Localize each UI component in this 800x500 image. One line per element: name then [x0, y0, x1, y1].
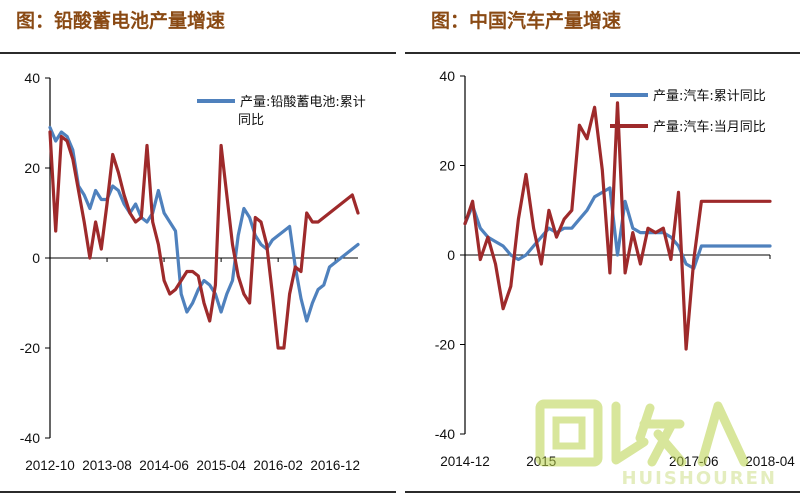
left-y-tick-label: 40	[24, 70, 40, 86]
left-x-tick-label: 2013-08	[82, 458, 132, 473]
left-line-chart: 40 20 0 -20 -40 2012-10 2013-08 2014-06 2015-04 2…	[20, 70, 366, 473]
left-series-line-1	[48, 125, 360, 323]
left-chart-title: 图：铅酸蓄电池产量增速	[16, 10, 226, 32]
left-y-tick-label: -40	[20, 430, 40, 446]
left-chart-panel: 图：铅酸蓄电池产量增速 40 20 0 -20 -40 2012-10 2013-08 201…	[0, 10, 396, 493]
right-top-rule	[405, 52, 800, 54]
left-x-tick-label: 2016-02	[253, 458, 303, 473]
right-y-tick-label: 40	[439, 68, 455, 84]
right-legend-label-2: 产量:汽车:当月同比	[653, 119, 766, 135]
left-legend-label-1: 同比	[238, 113, 264, 128]
left-legend-label-1: 产量:铅酸蓄电池:累计	[240, 95, 366, 110]
left-series-line-2	[48, 130, 360, 350]
left-top-rule	[0, 52, 396, 54]
right-x-tick-label: 2018-04	[745, 454, 795, 469]
left-x-tick-label: 2014-06	[139, 458, 189, 473]
right-series-line-2	[463, 101, 772, 351]
left-y-tick-label: -20	[20, 340, 40, 356]
left-x-tick-label: 2016-12	[310, 458, 360, 473]
right-y-tick-label: -40	[435, 426, 455, 442]
watermark-logo: HUISHOUREN	[532, 398, 782, 496]
left-x-tick-label: 2012-10	[25, 458, 75, 473]
right-y-tick-label: 0	[447, 247, 455, 263]
watermark-text: HUISHOUREN	[621, 468, 777, 489]
right-legend-label-1: 产量:汽车:累计同比	[653, 88, 766, 104]
left-y-tick-label: 0	[32, 250, 40, 266]
right-x-tick-label: 2014-12	[440, 454, 490, 469]
left-y-tick-label: 20	[24, 160, 40, 176]
right-bottom-rule	[405, 491, 800, 493]
left-x-tick-label: 2015-04	[196, 458, 246, 473]
right-y-tick-label: -20	[435, 337, 455, 353]
watermark-glyph-art	[535, 399, 749, 467]
left-bottom-rule	[0, 491, 396, 493]
right-series-line-1	[463, 186, 772, 270]
right-y-tick-label: 20	[439, 158, 455, 174]
right-chart-title: 图：中国汽车产量增速	[431, 10, 622, 32]
